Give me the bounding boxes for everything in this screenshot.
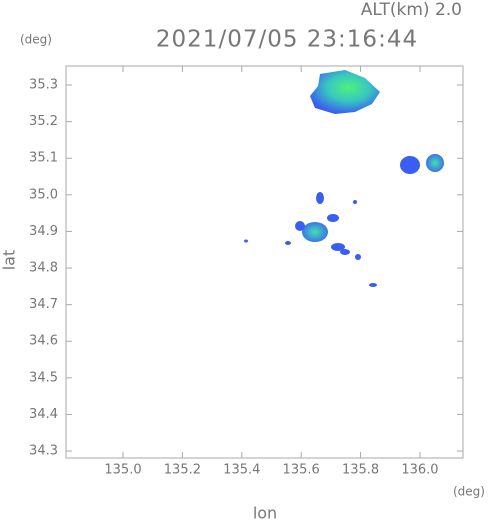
y-unit: (deg) (20, 33, 52, 47)
x-tick-label: 135.0 (104, 463, 141, 478)
x-tick-label: 135.4 (223, 463, 260, 478)
x-tick-label: 135.8 (342, 463, 379, 478)
x-axis-label: lon (253, 504, 277, 521)
radar-echoes (244, 70, 444, 287)
y-tick-label: 35.2 (29, 114, 58, 129)
x-tick-label: 136.0 (401, 463, 438, 478)
y-tick-label: 34.7 (29, 297, 58, 312)
x-tick-label: 135.6 (283, 463, 320, 478)
y-tick-label: 34.4 (29, 407, 58, 422)
x-unit: (deg) (453, 485, 485, 499)
y-tick-label: 35.3 (29, 78, 58, 93)
y-tick-label: 34.6 (29, 334, 58, 349)
y-tick-label: 35.0 (29, 187, 58, 202)
y-tick-label: 34.8 (29, 261, 58, 276)
y-axis-label: lat (0, 250, 19, 271)
altitude-label: ALT(km) 2.0 (361, 0, 462, 20)
y-tick-label: 34.9 (29, 224, 58, 239)
y-tick-label: 34.5 (29, 370, 58, 385)
y-tick-label: 34.3 (29, 444, 58, 459)
plot-frame (65, 65, 464, 459)
chart-title: 2021/07/05 23:16:44 (156, 27, 418, 53)
x-tick-label: 135.2 (164, 463, 201, 478)
y-tick-label: 35.1 (29, 151, 58, 166)
